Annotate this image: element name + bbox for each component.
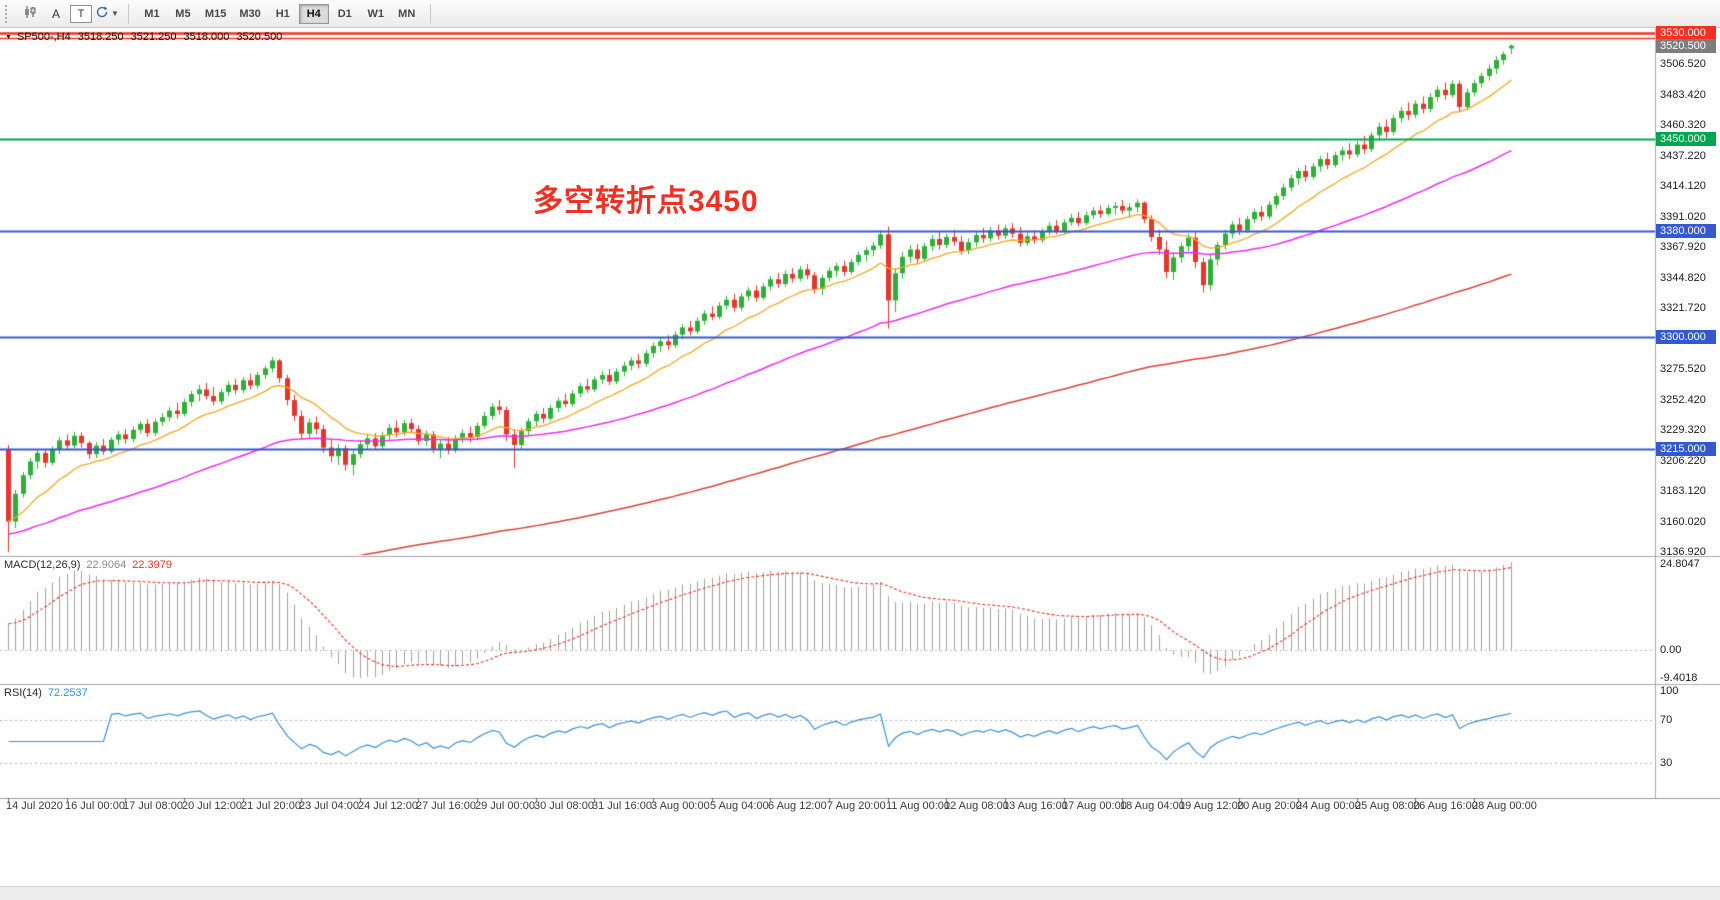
time-axis-label: 23 Jul 04:00 (299, 800, 359, 812)
timeframe-w1-button[interactable]: W1 (361, 4, 391, 24)
timeframe-mn-button[interactable]: MN (392, 4, 422, 24)
timeframe-h4-button[interactable]: H4 (298, 3, 329, 24)
time-axis-label: 28 Aug 00:00 (1472, 800, 1537, 812)
time-axis-label: 21 Jul 20:00 (241, 800, 301, 812)
price-axis-label: 3344.820 (1660, 271, 1706, 284)
horizontal-scrollbar[interactable] (0, 886, 1720, 900)
rsi-axis-label: 30 (1660, 756, 1673, 769)
time-axis-label: 31 Jul 16:00 (592, 800, 652, 812)
symbol-period-label: SP500-,H4 (16, 31, 71, 43)
ohlc-low-value: 3518.000 (183, 31, 230, 43)
chart-type-button[interactable] (18, 3, 42, 25)
timeframe-d1-button[interactable]: D1 (330, 4, 360, 24)
macd-indicator-label: MACD(12,26,9) 22.9064 22.3979 (4, 559, 172, 571)
time-axis-label: 16 Jul 00:00 (65, 800, 125, 812)
time-axis-label: 11 Aug 00:00 (886, 800, 951, 812)
ohlc-high-value: 3521.250 (130, 31, 177, 43)
macd-name: MACD(12,26,9) (4, 559, 81, 571)
rsi-axis-label: 100 (1660, 685, 1679, 697)
chevron-down-icon: ▼ (111, 9, 119, 18)
price-axis-label: 3506.520 (1660, 58, 1706, 71)
time-axis-label: 26 Aug 16:00 (1413, 800, 1478, 812)
time-axis-label: 29 Jul 00:00 (475, 800, 535, 812)
timeframe-buttons: M1 M5 M15 M30 H1 H4 D1 W1 MN (137, 3, 422, 24)
price-badge: 3450.000 (1656, 131, 1716, 146)
time-axis-label: 12 Aug 08:00 (944, 800, 1009, 812)
time-axis-label: 18 Aug 04:00 (1120, 800, 1185, 812)
price-badge: 3215.000 (1656, 441, 1716, 456)
time-axis-label: 5 Aug 04:00 (710, 800, 769, 812)
price-axis-label: 3437.220 (1660, 149, 1706, 162)
price-axis-label: 3252.420 (1660, 393, 1706, 406)
time-axis-label: 30 Jul 08:00 (534, 800, 594, 812)
macd-axis-label: 24.8047 (1660, 558, 1700, 570)
timeframe-m5-button[interactable]: M5 (168, 4, 198, 24)
price-axis-label: 3160.020 (1660, 515, 1706, 528)
ohlc-open-value: 3518.250 (77, 31, 124, 43)
macd-axis-label: 0.00 (1660, 644, 1682, 657)
time-axis-label: 3 Aug 00:00 (651, 800, 710, 812)
macd-signal-value: 22.3979 (132, 559, 172, 571)
toolbar: A T ▼ M1 M5 M15 M30 H1 H4 D1 W1 MN (0, 0, 1720, 28)
price-axis-label: 3414.120 (1660, 180, 1706, 192)
cycle-lines-icon (95, 5, 109, 22)
chart-region: ▼ SP500-,H4 3518.250 3521.250 3518.000 3… (0, 26, 1720, 816)
time-axis-label: 6 Aug 12:00 (768, 800, 827, 812)
price-badge: 3380.000 (1656, 224, 1716, 239)
price-axis-label: 3391.020 (1660, 210, 1706, 223)
ohlc-close-value: 3520.500 (236, 31, 283, 43)
price-axis-label: 3460.320 (1660, 119, 1706, 131)
time-axis-label: 13 Aug 16:00 (1003, 800, 1068, 812)
symbol-chevron-down-icon[interactable]: ▼ (5, 33, 12, 41)
macd-main-value: 22.9064 (86, 559, 127, 571)
time-axis-label: 19 Aug 12:00 (1179, 800, 1244, 812)
price-badge: 3530.000 (1656, 26, 1716, 41)
macd-axis-label: -9.4018 (1660, 672, 1698, 684)
price-axis-label: 3275.520 (1660, 363, 1706, 375)
time-axis-label: 17 Aug 00:00 (1062, 800, 1127, 812)
cycle-lines-button[interactable]: ▼ (94, 3, 120, 25)
time-axis-label: 14 Jul 2020 (6, 800, 63, 812)
timeframe-m1-button[interactable]: M1 (137, 4, 167, 24)
price-axis-label: 3229.320 (1660, 424, 1706, 436)
toolbar-drag-handle[interactable] (5, 4, 11, 23)
price-badge: 3520.500 (1656, 38, 1716, 53)
time-axis-label: 7 Aug 20:00 (827, 800, 886, 812)
price-badge: 3300.000 (1656, 329, 1716, 344)
price-axis-label: 3183.120 (1660, 485, 1706, 497)
toolbar-separator (429, 3, 431, 24)
time-axis-label: 20 Jul 12:00 (182, 800, 242, 812)
rsi-value: 72.2537 (47, 687, 88, 699)
time-axis-label: 17 Jul 08:00 (123, 800, 183, 812)
rsi-name: RSI(14) (4, 687, 42, 699)
rsi-axis-label: 70 (1660, 714, 1673, 727)
time-axis-label: 20 Aug 20:00 (1237, 800, 1302, 812)
toolbar-separator (127, 3, 129, 24)
rsi-indicator-label: RSI(14) 72.2537 (4, 687, 88, 699)
time-axis-label: 27 Jul 16:00 (416, 800, 476, 812)
price-axis-label: 3206.220 (1660, 454, 1706, 467)
timeframe-m30-button[interactable]: M30 (233, 4, 266, 24)
time-axis-label: 24 Jul 12:00 (358, 800, 418, 812)
candlestick-chart-icon (23, 5, 37, 22)
text-annotation-button[interactable]: A (44, 3, 68, 25)
chart-annotation-text: 多空转折点3450 (533, 185, 759, 218)
chart-header: ▼ SP500-,H4 3518.250 3521.250 3518.000 3… (5, 31, 282, 43)
timeframe-m15-button[interactable]: M15 (199, 4, 232, 24)
time-axis-label: 25 Aug 08:00 (1355, 800, 1420, 812)
price-axis-label: 3483.420 (1660, 88, 1706, 101)
time-axis-label: 24 Aug 00:00 (1296, 800, 1361, 812)
price-axis-label: 3136.920 (1660, 546, 1706, 558)
price-chart-canvas[interactable] (0, 28, 1720, 816)
timeframe-h1-button[interactable]: H1 (268, 4, 298, 24)
price-axis-label: 3321.720 (1660, 302, 1706, 314)
text-label-button[interactable]: T (70, 4, 92, 23)
price-axis-label: 3367.920 (1660, 241, 1706, 253)
